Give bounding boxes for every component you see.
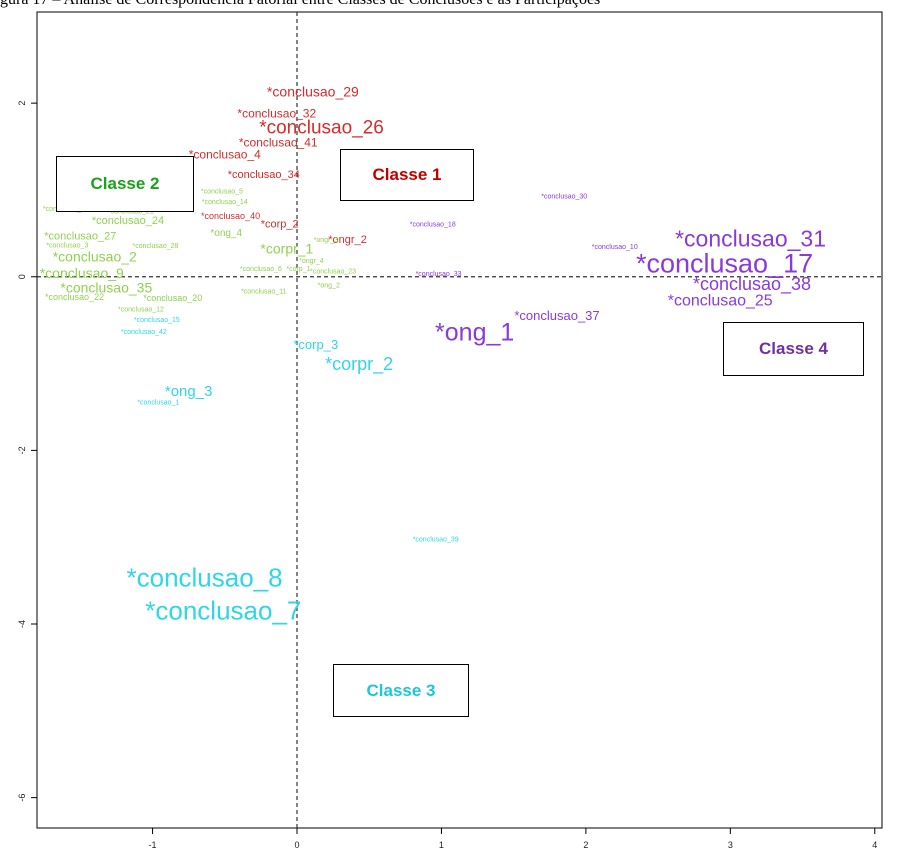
x-tick-label: 0: [294, 840, 299, 850]
point-label: *corpr_2: [325, 354, 393, 375]
point-label: *conclusao_3: [46, 242, 88, 249]
point-label: *conclusao_40: [201, 211, 260, 221]
point-label: *conclusao_7: [145, 596, 301, 626]
point-label: *conclusao_18: [410, 222, 456, 229]
point-label: *conclusao_14: [202, 199, 248, 206]
point-label: *conclusao_12: [118, 307, 164, 314]
point-label: *conclusao_4: [189, 147, 261, 161]
point-label: *corp_3: [293, 337, 338, 352]
class-box-4: Classe 4: [723, 322, 864, 376]
point-label: *ong_3: [165, 383, 213, 400]
point-label: *conclusao_28: [132, 243, 178, 250]
class-box-3-label: Classe 3: [366, 680, 436, 700]
y-tick-label: -6: [17, 794, 27, 802]
point-label: *conclusao_2: [53, 248, 137, 264]
point-label: *ong_2: [318, 282, 340, 289]
y-tick-label: 0: [17, 274, 27, 279]
point-label: *conclusao_33: [416, 271, 462, 278]
point-label: *conclusao_34: [228, 169, 300, 181]
point-label: *conclusao_31: [675, 225, 826, 251]
point-label: *ong_4: [210, 228, 242, 239]
class-box-1: Classe 1: [340, 149, 474, 201]
class-box-3: Classe 3: [333, 664, 469, 717]
point-label: *conclusao_1: [137, 399, 179, 406]
point-label: *conclusao_23: [310, 268, 356, 275]
point-label: *conclusao_26: [259, 117, 384, 138]
class-box-2-label: Classe 2: [90, 174, 160, 193]
point-label: *conclusao_8: [126, 563, 282, 593]
x-tick-label: 1: [439, 840, 444, 850]
x-tick-label: 3: [728, 840, 733, 850]
point-label: *conclusao_25: [668, 292, 773, 309]
point-label: *conclusao_15: [134, 317, 180, 324]
point-label: *conclusao_6: [240, 266, 282, 273]
point-label: *conclusao_20: [143, 293, 202, 303]
point-label: *conclusao_21: [108, 209, 154, 216]
x-tick-label: 2: [583, 840, 588, 850]
figure-caption: gura 17 – Análise de Correspondência Fat…: [0, 0, 897, 15]
point-label: *conclusao_37: [514, 308, 599, 323]
point-label: *conclusao_39: [413, 537, 459, 544]
point-label: *conclusao_30: [541, 194, 587, 201]
point-label: *conclusao_9: [40, 265, 124, 281]
point-label: *conclusao_41: [239, 135, 318, 149]
point-label: *corp_2: [261, 219, 299, 231]
x-tick-label: -1: [149, 840, 157, 850]
plot-frame: [36, 11, 883, 829]
point-label: *conclusao_35: [60, 280, 152, 296]
x-tick-label: 4: [872, 840, 877, 850]
y-tick-label: 2: [17, 101, 27, 106]
point-label: *corpr_1: [260, 241, 313, 257]
class-box-2: Classe 2: [56, 156, 194, 212]
point-label: *ongr_4: [299, 258, 324, 265]
point-label: *corp_1: [286, 266, 310, 273]
y-tick-label: -2: [17, 446, 27, 454]
point-label: *ongr_3: [314, 237, 339, 244]
point-label: *conclusao_42: [121, 329, 167, 336]
point-label: *conclusao_17: [636, 249, 813, 279]
point-label: *conclusao_29: [267, 83, 359, 99]
point-label: *conclusao_22: [45, 292, 104, 302]
point-label: *conclusao_5: [201, 189, 243, 196]
class-box-1-label: Classe 1: [372, 165, 442, 184]
point-label: *conclusao_32: [237, 107, 316, 121]
point-label: *conclusao_10: [592, 244, 638, 251]
class-box-4-label: Classe 4: [759, 339, 828, 358]
point-label: *conclusao_27: [44, 231, 116, 243]
point-label: *conclusao_38: [693, 274, 811, 295]
point-label: *conclusao_11: [241, 288, 287, 295]
point-label: *ongr_2: [328, 234, 367, 246]
point-label: *conclusao_24: [92, 215, 164, 227]
y-tick-label: -4: [17, 620, 27, 628]
point-label: *ong_1: [435, 319, 514, 347]
